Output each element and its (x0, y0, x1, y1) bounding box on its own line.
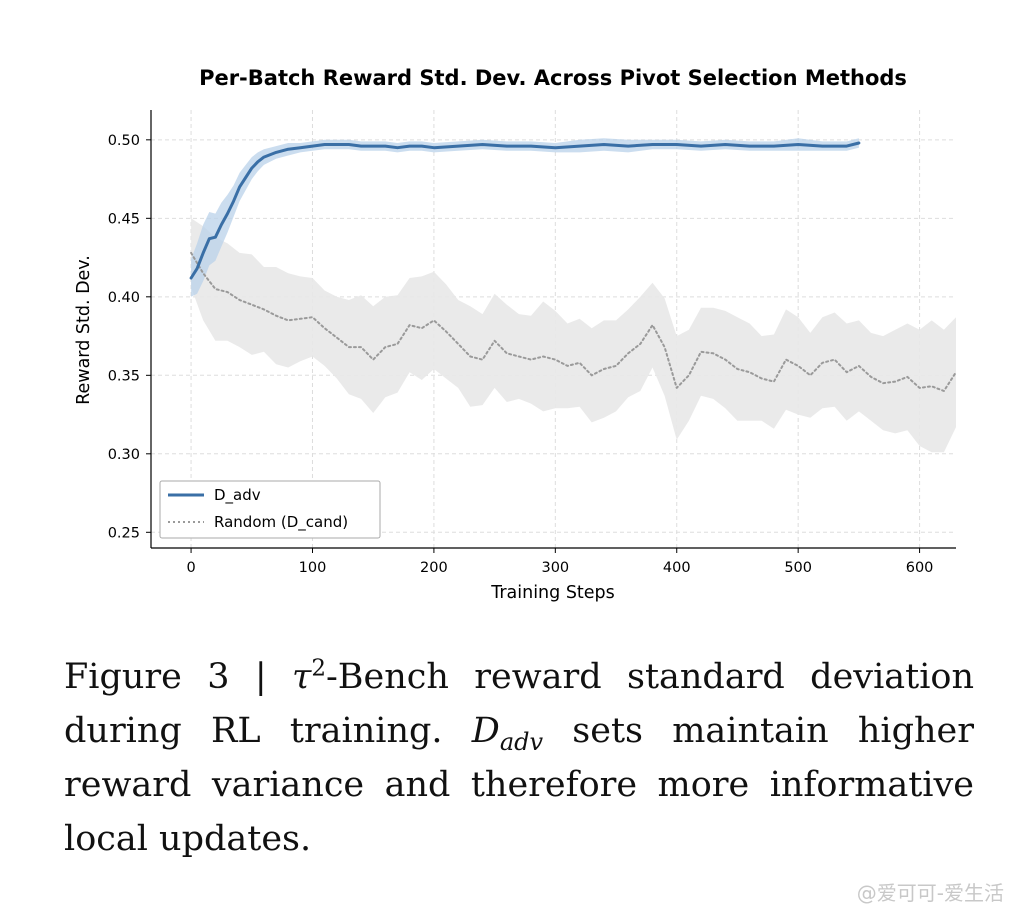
legend: D_adv Random (D_cand) (159, 480, 381, 539)
x-tick-label: 600 (906, 560, 934, 576)
x-tick-label: 0 (186, 560, 195, 576)
legend-label-d-adv: D_adv (214, 486, 261, 505)
band-random (191, 218, 957, 453)
figure-caption: Figure 3 | τ2-Bench reward standard devi… (64, 650, 974, 866)
caption-tau-exponent: 2 (311, 655, 326, 682)
y-tick-label: 0.50 (108, 133, 140, 149)
series-lines (189, 141, 957, 392)
y-axis-label: Reward Std. Dev. (74, 255, 94, 405)
y-tick-label: 0.45 (108, 211, 140, 227)
caption-prefix: Figure 3 | (64, 657, 292, 697)
x-tick-label: 100 (299, 560, 327, 576)
y-tick-label: 0.30 (108, 447, 140, 463)
chart-title: Per-Batch Reward Std. Dev. Across Pivot … (199, 66, 907, 90)
y-tick-label: 0.25 (108, 525, 140, 541)
x-tick-label: 500 (784, 560, 812, 576)
tick-labels: 0 100 200 300 400 500 600 0.25 0.30 0.35 0.40 0.45 0… (108, 133, 934, 576)
y-tick-label: 0.40 (108, 290, 140, 306)
x-tick-label: 300 (541, 560, 569, 576)
legend-label-random: Random (D_cand) (214, 513, 348, 532)
chart-svg: Per-Batch Reward Std. Dev. Across Pivot … (74, 66, 957, 603)
caption-d-subscript: adv (499, 728, 544, 756)
series-line-d-adv (189, 141, 861, 280)
caption-text-2: sets maintain higher reward variance and… (64, 711, 974, 859)
caption-text-1: -Bench reward standard deviation during … (64, 657, 974, 751)
legend-box (159, 480, 381, 539)
x-tick-label: 400 (663, 560, 691, 576)
caption-tau: τ (291, 657, 312, 697)
band-d-adv (191, 138, 859, 297)
watermark: @爱可可-爱生活 (856, 881, 1004, 905)
series-line-random (190, 251, 957, 392)
caption-d-symbol: D (471, 711, 500, 751)
x-axis-label: Training Steps (490, 583, 615, 603)
axes (146, 110, 956, 553)
x-tick-label: 200 (420, 560, 448, 576)
y-tick-label: 0.35 (108, 368, 140, 384)
confidence-bands (191, 138, 957, 453)
